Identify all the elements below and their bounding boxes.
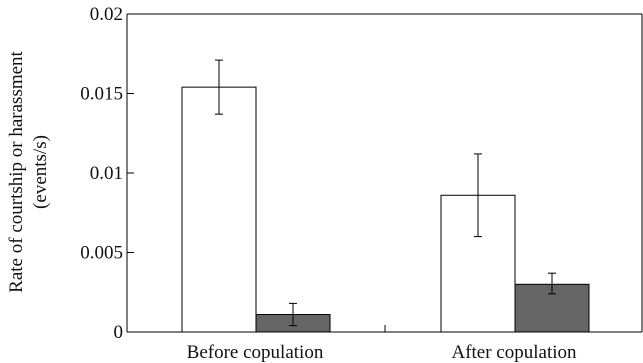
y-axis-label: Rate of courtship or harassment (events/s… <box>6 50 51 292</box>
y-ticks: 0 0.005 0.01 0.015 0.02 <box>80 4 134 343</box>
y-axis-label-line: Rate of courtship or harassment <box>6 50 27 292</box>
x-tick-label: After copulation <box>451 342 577 363</box>
bars <box>181 86 590 333</box>
y-tick-label: 0 <box>114 322 124 343</box>
y-tick-label: 0.015 <box>80 84 123 105</box>
y-axis-label-line: (events/s) <box>30 135 51 209</box>
bar <box>181 86 257 333</box>
y-tick-label: 0.02 <box>90 4 123 25</box>
error-bars <box>215 59 556 327</box>
y-tick-label: 0.005 <box>80 243 123 264</box>
x-tick-label: Before copulation <box>187 342 324 363</box>
x-ticks: Before copulation After copulation <box>187 325 577 363</box>
y-tick-label: 0.01 <box>90 163 123 184</box>
